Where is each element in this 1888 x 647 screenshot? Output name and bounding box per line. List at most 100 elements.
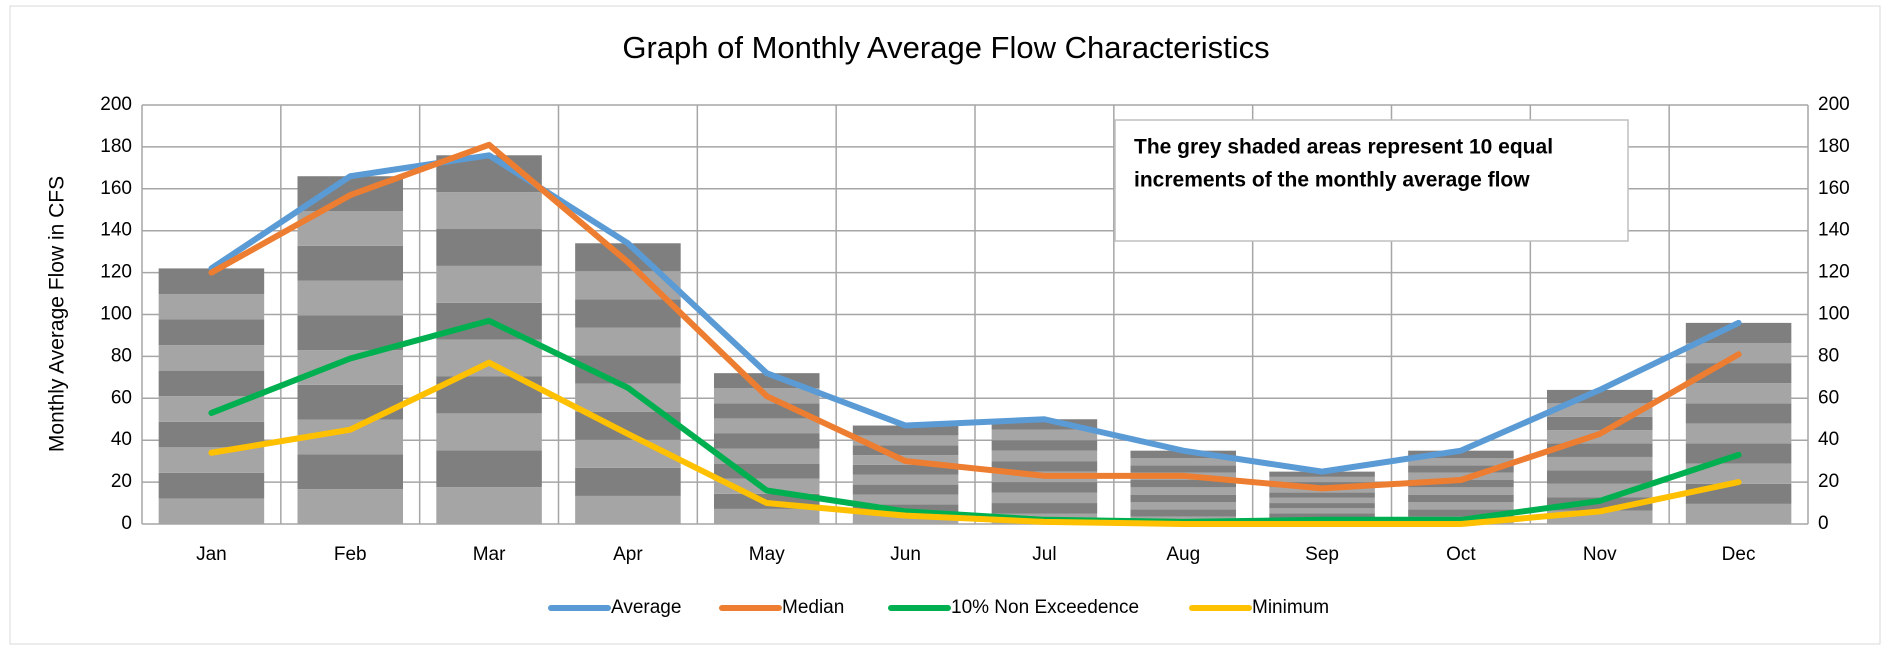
bar-increment xyxy=(1269,508,1375,514)
annotation-box xyxy=(1114,119,1629,242)
bar-increment xyxy=(852,435,959,446)
bar-increment xyxy=(713,433,820,449)
y2-tick-label: 0 xyxy=(1818,513,1829,534)
y2-tick-label: 200 xyxy=(1818,94,1850,115)
bar-increment xyxy=(1408,487,1514,495)
bar-increment xyxy=(1130,458,1237,466)
bar-increment xyxy=(991,429,1098,441)
bar-increment xyxy=(713,508,820,524)
y2-tick-label: 40 xyxy=(1818,429,1839,450)
bar-increment xyxy=(852,494,959,505)
bar-increment xyxy=(991,492,1098,504)
bar-increment xyxy=(1546,403,1653,417)
x-tick-label: May xyxy=(749,544,785,565)
bar-increment xyxy=(158,293,265,320)
bar-increment xyxy=(852,445,959,456)
series-line xyxy=(208,317,1742,525)
series-line xyxy=(208,359,1742,527)
y-tick-label: 0 xyxy=(121,513,132,534)
bar-increment xyxy=(1130,465,1237,473)
x-tick-label: Apr xyxy=(613,544,643,565)
bar-increment xyxy=(991,450,1098,462)
bar-increment xyxy=(1546,456,1653,471)
bar-increment xyxy=(436,487,542,524)
bar-increment xyxy=(713,418,820,434)
x-tick-label: Oct xyxy=(1446,544,1476,565)
annotation-text: The grey shaded areas represent 10 equal xyxy=(1134,136,1553,159)
bar-increment xyxy=(158,498,265,524)
y2-tick-label: 180 xyxy=(1818,136,1850,157)
bar-increment xyxy=(436,450,542,488)
bar-increment xyxy=(158,370,265,397)
bar-increment xyxy=(1130,509,1237,517)
bar-increment xyxy=(1269,503,1375,509)
y-tick-label: 40 xyxy=(111,429,132,450)
bar-increment xyxy=(991,503,1098,514)
bar-increment xyxy=(991,482,1098,493)
y-tick-label: 160 xyxy=(100,178,132,199)
bar-increment xyxy=(852,464,959,475)
y-tick-label: 60 xyxy=(111,387,132,408)
bar-increment xyxy=(436,265,542,303)
x-tick-label: Sep xyxy=(1305,544,1339,565)
bar-increment xyxy=(1408,472,1514,481)
y2-tick-label: 20 xyxy=(1818,471,1839,492)
bar-increment xyxy=(1130,480,1237,488)
x-tick-label: Aug xyxy=(1166,544,1200,565)
bar-increment xyxy=(1408,502,1514,510)
series-line xyxy=(208,141,1742,492)
bar-increment xyxy=(1546,470,1653,484)
bar-increment xyxy=(991,440,1098,451)
y2-tick-label: 80 xyxy=(1818,345,1839,366)
legend-label: Average xyxy=(611,597,681,618)
bar-increment xyxy=(852,514,959,524)
bar-increment xyxy=(1408,450,1514,459)
bar-increment xyxy=(991,419,1098,430)
y2-tick-label: 60 xyxy=(1818,387,1839,408)
bar-increment xyxy=(1408,465,1514,473)
bar-increment xyxy=(1269,482,1375,488)
bar-increment xyxy=(991,461,1098,472)
bar-increment xyxy=(436,413,542,451)
bar-increment xyxy=(1685,383,1792,404)
bar-increment xyxy=(1546,443,1653,457)
bar-increment xyxy=(1685,483,1792,504)
y-tick-label: 100 xyxy=(100,304,132,325)
bar-increment xyxy=(1685,403,1792,424)
bar-increment xyxy=(575,467,681,496)
bar-increment xyxy=(1685,423,1792,444)
y-tick-label: 20 xyxy=(111,471,132,492)
bar-increment xyxy=(852,474,959,485)
bar-increment xyxy=(852,425,959,436)
chart-title: Graph of Monthly Average Flow Characteri… xyxy=(622,30,1269,65)
x-tick-label: Jan xyxy=(196,544,227,565)
annotation-text: increments of the monthly average flow xyxy=(1134,169,1530,192)
bar-increment xyxy=(297,245,404,281)
bar-increment xyxy=(158,421,265,448)
bar-increment xyxy=(1269,492,1375,498)
bar-increment xyxy=(1130,502,1237,510)
y-axis-label: Monthly Average Flow in CFS xyxy=(46,176,69,452)
y2-tick-label: 100 xyxy=(1818,304,1850,325)
bar-increment xyxy=(1408,480,1514,488)
bar-increment xyxy=(1546,416,1653,431)
bar-increment xyxy=(1685,463,1792,484)
x-tick-label: Mar xyxy=(473,544,506,565)
y-tick-label: 180 xyxy=(100,136,132,157)
bar-increment xyxy=(1408,494,1514,503)
bar-increment xyxy=(436,229,542,266)
bar-increment xyxy=(1130,494,1237,503)
bar-increment xyxy=(158,472,265,499)
bar-increment xyxy=(1685,503,1792,524)
bar-increment xyxy=(575,327,681,356)
x-tick-label: Feb xyxy=(334,544,367,565)
y-tick-label: 140 xyxy=(100,220,132,241)
x-tick-label: Jul xyxy=(1032,544,1056,565)
bar-increment xyxy=(713,448,820,464)
y-tick-label: 200 xyxy=(100,94,132,115)
y2-tick-label: 140 xyxy=(1818,220,1850,241)
series-line xyxy=(208,152,1742,475)
bar-increment xyxy=(852,484,959,495)
bar-increment xyxy=(436,192,542,230)
